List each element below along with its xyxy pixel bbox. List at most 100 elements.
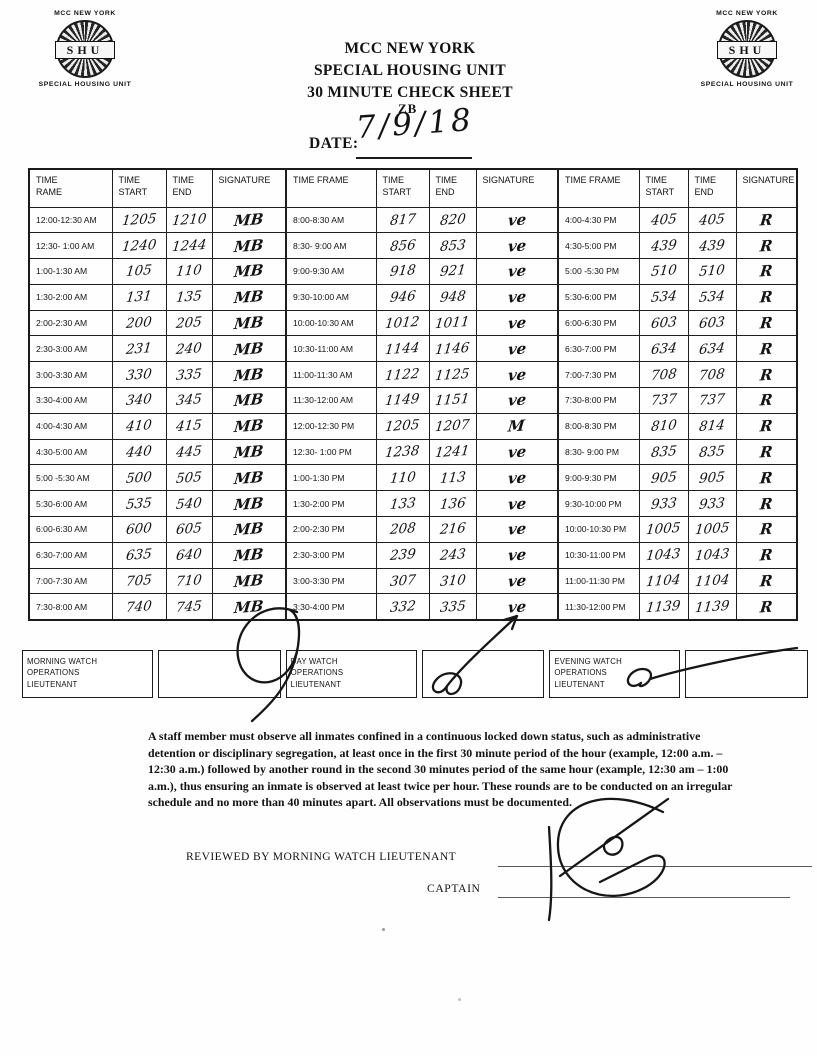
time-frame-cell: 4:00-4:30 AM — [28, 412, 113, 440]
time-frame-cell: 5:00 -5:30 AM — [28, 464, 113, 492]
time-start-cell: 1043 — [638, 541, 689, 569]
signature-cell: ve — [475, 387, 559, 414]
time-end-cell: 921 — [428, 258, 477, 285]
time-end-cell: 110 — [165, 258, 213, 285]
time-start-cell: 534 — [638, 283, 689, 311]
time-end-cell: 540 — [165, 490, 213, 518]
signature-cell: MB — [211, 567, 287, 595]
signature-cell: ve — [475, 309, 559, 337]
captain-signature — [547, 797, 670, 922]
column-header-signature-cell: SIGNATURE — [211, 168, 287, 208]
signature-cell: MB — [211, 361, 287, 389]
time-frame-cell: 3:00-3:30 PM — [285, 567, 377, 595]
time-frame-cell: 12:00-12:30 PM — [285, 412, 377, 440]
time-end-cell: 205 — [165, 309, 213, 337]
signature-cell: MB — [211, 232, 287, 260]
time-start-cell: 740 — [111, 593, 167, 621]
time-frame-cell: 8:00-8:30 AM — [285, 206, 377, 234]
observation-notice: A staff member must observe all inmates … — [148, 729, 733, 810]
time-end-cell: 1139 — [687, 593, 737, 621]
time-end-cell: 814 — [687, 412, 737, 440]
time-end-cell: 505 — [165, 464, 213, 492]
time-frame-cell: 12:30- 1:00 PM — [285, 438, 377, 466]
time-frame-cell: 4:30-5:00 PM — [557, 232, 640, 260]
time-frame-cell: 3:30-4:00 PM — [285, 593, 377, 621]
time-start-cell: 410 — [111, 412, 167, 440]
time-start-cell: 835 — [638, 438, 689, 466]
time-start-cell: 133 — [375, 490, 430, 518]
title-line-3: 30 MINUTE CHECK SHEET — [307, 84, 513, 101]
time-end-cell: 905 — [687, 464, 737, 492]
time-frame-cell: 8:00-8:30 PM — [557, 412, 640, 440]
column-header-time-frame-cell: TIME RAME — [28, 168, 113, 208]
time-frame-cell: 12:30- 1:00 AM — [28, 232, 113, 260]
time-end-cell: 310 — [428, 567, 477, 595]
logo-top-text: MCC NEW YORK — [716, 10, 778, 17]
table-row: 3:00-3:30 AM 330 335 MB 11:00-11:30 AM 1122 11… — [28, 361, 798, 389]
morning-watch-label: MORNING WATCH OPERATIONS LIEUTENANT — [22, 650, 153, 698]
time-end-cell: 135 — [165, 283, 213, 311]
signature-cell: ve — [475, 335, 559, 363]
time-frame-cell: 3:30-4:00 AM — [28, 387, 113, 414]
time-end-cell: 1210 — [165, 206, 213, 234]
time-end-cell: 335 — [428, 593, 477, 621]
time-frame-cell: 11:00-11:30 AM — [285, 361, 377, 389]
time-frame-cell: 9:30-10:00 PM — [557, 490, 640, 518]
column-header-time-end-cell: TIME END — [687, 168, 737, 208]
table-row: 6:00-6:30 AM 600 605 MB 2:00-2:30 PM 208 216 ve… — [28, 516, 798, 543]
time-end-cell: 1244 — [165, 232, 213, 260]
scan-speck — [458, 998, 461, 1001]
time-end-cell: 1005 — [687, 516, 737, 543]
time-frame-cell: 10:00-10:30 AM — [285, 309, 377, 337]
column-header-time-frame-cell: TIME FRAME — [557, 168, 640, 208]
signature-cell: ve — [475, 206, 559, 234]
seal-text: SHU — [55, 41, 115, 59]
signature-cell: R — [735, 232, 798, 260]
signature-cell: MB — [211, 438, 287, 466]
time-start-cell: 856 — [375, 232, 430, 260]
time-end-cell: 640 — [165, 541, 213, 569]
time-start-cell: 307 — [375, 567, 430, 595]
time-start-cell: 332 — [375, 593, 430, 621]
time-start-cell: 131 — [111, 283, 167, 311]
signature-cell: R — [735, 490, 798, 518]
signature-cell: ve — [475, 361, 559, 389]
logo-bottom-text: SPECIAL HOUSING UNIT — [38, 81, 132, 88]
signature-cell: MB — [211, 541, 287, 569]
signature-cell: MB — [211, 516, 287, 543]
signature-cell: MB — [211, 490, 287, 518]
signature-cell: MB — [211, 412, 287, 440]
time-end-cell: 216 — [428, 516, 477, 543]
time-frame-cell: 1:30-2:00 PM — [285, 490, 377, 518]
time-end-cell: 605 — [165, 516, 213, 543]
time-start-cell: 231 — [111, 335, 167, 363]
time-frame-cell: 2:30-3:00 PM — [285, 541, 377, 569]
time-start-cell: 918 — [375, 258, 430, 285]
time-frame-cell: 2:00-2:30 AM — [28, 309, 113, 337]
time-end-cell: 415 — [165, 412, 213, 440]
table-row: 12:00-12:30 AM 1205 1210 MB 8:00-8:30 AM 817 8… — [28, 206, 798, 234]
time-frame-cell: 5:30-6:00 AM — [28, 490, 113, 518]
shu-logo-left: MCC NEW YORK SHU SPECIAL HOUSING UNIT — [26, 10, 144, 88]
time-start-cell: 1240 — [111, 232, 167, 260]
time-end-cell: 510 — [687, 258, 737, 285]
signature-cell: R — [735, 567, 798, 595]
page-title: MCC NEW YORK SPECIAL HOUSING UNIT 30 MIN… — [248, 38, 572, 104]
time-start-cell: 500 — [111, 464, 167, 492]
time-start-cell: 1205 — [375, 412, 430, 440]
time-start-cell: 105 — [111, 258, 167, 285]
table-row: 2:30-3:00 AM 231 240 MB 10:30-11:00 AM 1144 11… — [28, 335, 798, 363]
table-row: 5:30-6:00 AM 535 540 MB 1:30-2:00 PM 133 136 ve… — [28, 490, 798, 518]
time-start-cell: 708 — [638, 361, 689, 389]
seal-text: SHU — [717, 41, 777, 59]
time-end-cell: 1104 — [687, 567, 737, 595]
time-end-cell: 1241 — [428, 438, 477, 466]
shu-seal-icon: SHU — [55, 20, 115, 78]
time-end-cell: 745 — [165, 593, 213, 621]
time-end-cell: 1043 — [687, 541, 737, 569]
time-end-cell: 534 — [687, 283, 737, 311]
signature-cell: ve — [475, 516, 559, 543]
signature-cell: ve — [475, 258, 559, 285]
table-row: 2:00-2:30 AM 200 205 MB 10:00-10:30 AM 1012 10… — [28, 309, 798, 337]
zb-stamp: ZB — [398, 101, 418, 116]
